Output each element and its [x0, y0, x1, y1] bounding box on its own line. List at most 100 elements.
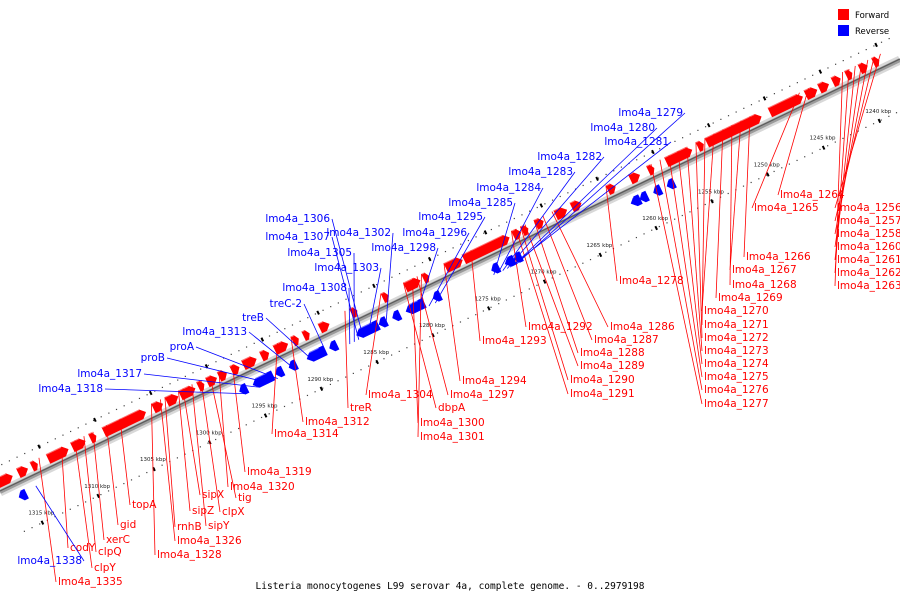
scale-dot [857, 130, 859, 132]
scale-dot [62, 434, 64, 436]
gene-label: lmo4a_1298 [371, 242, 436, 254]
scale-dot [727, 192, 729, 195]
forward-gene-arrow [646, 164, 655, 176]
forward-gene-arrow-shine [817, 81, 823, 85]
scale-dot [567, 192, 569, 194]
leader-line [218, 371, 229, 488]
scale-dot [574, 266, 576, 268]
scale-dot [70, 430, 72, 433]
scale-dot [804, 156, 806, 158]
scale-tick-label: 1310 kbp [84, 484, 110, 490]
forward-gene-arrow-shine [803, 86, 811, 92]
scale-dot [284, 328, 286, 330]
scale-dot [306, 394, 309, 397]
scale-dot [819, 148, 821, 151]
leader-line [365, 293, 382, 396]
scale-dot [727, 115, 730, 117]
scale-dot [559, 195, 561, 198]
scale-dot [551, 277, 553, 279]
scale-tick-label: 1315 kbp [28, 511, 54, 517]
gene-label: proB [141, 352, 165, 364]
scale-tick [706, 122, 711, 128]
scale-tick [598, 252, 603, 258]
scale-dot [475, 314, 477, 316]
forward-gene-arrow-shine [695, 140, 699, 144]
reverse-gene-arrow-shine [354, 321, 372, 332]
leader-line [195, 346, 278, 380]
forward-gene-arrow [443, 257, 463, 273]
forward-gene-arrow [704, 113, 762, 148]
leader-line [265, 317, 315, 362]
gene-label: lmo4a_1285 [448, 197, 513, 209]
gene-label: lmo4a_1268 [732, 279, 797, 291]
gene-label: lmo4a_1293 [482, 335, 547, 347]
forward-gene-arrow [16, 466, 29, 478]
forward-gene-arrow-shine [205, 375, 211, 379]
scale-dot [322, 309, 324, 311]
scale-dot [796, 82, 798, 84]
scale-dot [138, 397, 141, 400]
reverse-gene-arrow [252, 370, 276, 388]
scale-dot [467, 317, 469, 319]
scale-dot [720, 118, 722, 120]
reverse-gene-arrow-shine [403, 302, 413, 308]
scale-tick [319, 386, 324, 391]
scale-dot [620, 166, 623, 168]
scale-dot [788, 163, 791, 165]
gene-label: lmo4a_1275 [704, 371, 769, 383]
scale-dot [414, 265, 416, 267]
scale-dot [100, 493, 102, 496]
scale-dot [299, 320, 301, 322]
scale-dot [865, 48, 867, 51]
scale-dot [146, 394, 148, 396]
legend: Forward Reverse [838, 9, 889, 37]
forward-gene-arrow-shine [403, 277, 414, 284]
forward-gene-arrow-shine [553, 207, 561, 212]
leader-line [200, 379, 221, 513]
gene-label: lmo4a_1265 [754, 202, 819, 214]
forward-gene-arrow [830, 75, 841, 88]
gene-label: lmo4a_1276 [704, 384, 769, 396]
scale-dot [880, 119, 882, 121]
scale-dot [536, 206, 538, 209]
scale-dot [100, 416, 102, 418]
scale-tick [375, 359, 379, 365]
scale-tick [204, 364, 209, 369]
scale-dot [521, 292, 523, 294]
gene-label: lmo4a_1318 [38, 383, 103, 395]
scale-dot [199, 446, 201, 448]
leader-line [533, 220, 579, 354]
legend-reverse-label: Reverse [855, 27, 889, 37]
scale-dot [184, 453, 186, 455]
scale-dot [169, 383, 171, 385]
leader-line [182, 388, 201, 496]
leader-line [385, 232, 394, 327]
scale-dot [521, 214, 523, 216]
scale-dot [682, 137, 684, 139]
scale-tick [542, 279, 547, 284]
scale-dot [230, 353, 232, 355]
gene-label: lmo4a_1290 [570, 374, 635, 386]
scale-dot [750, 104, 753, 106]
scale-dot [880, 41, 883, 43]
leader-line [83, 436, 97, 553]
forward-gene-arrow-shine [767, 93, 797, 109]
scale-dot [452, 247, 454, 249]
gene-label: clpX [222, 506, 245, 518]
scale-dot [490, 228, 492, 231]
scale-tick [651, 149, 655, 155]
scale-dot [176, 457, 179, 459]
leader-line [38, 457, 57, 583]
scale-dot [146, 471, 148, 474]
scale-dot [92, 419, 95, 422]
forward-gene-arrow [767, 94, 803, 118]
leader-line [92, 431, 105, 541]
gene-label: lmo4a_1262 [837, 267, 900, 279]
scale-dot [689, 211, 691, 213]
leader-line [104, 388, 247, 395]
scale-dot [467, 239, 470, 242]
leader-line [729, 125, 733, 286]
scale-dot [681, 214, 683, 217]
scale-dot [712, 122, 714, 124]
leader-line [271, 343, 278, 435]
